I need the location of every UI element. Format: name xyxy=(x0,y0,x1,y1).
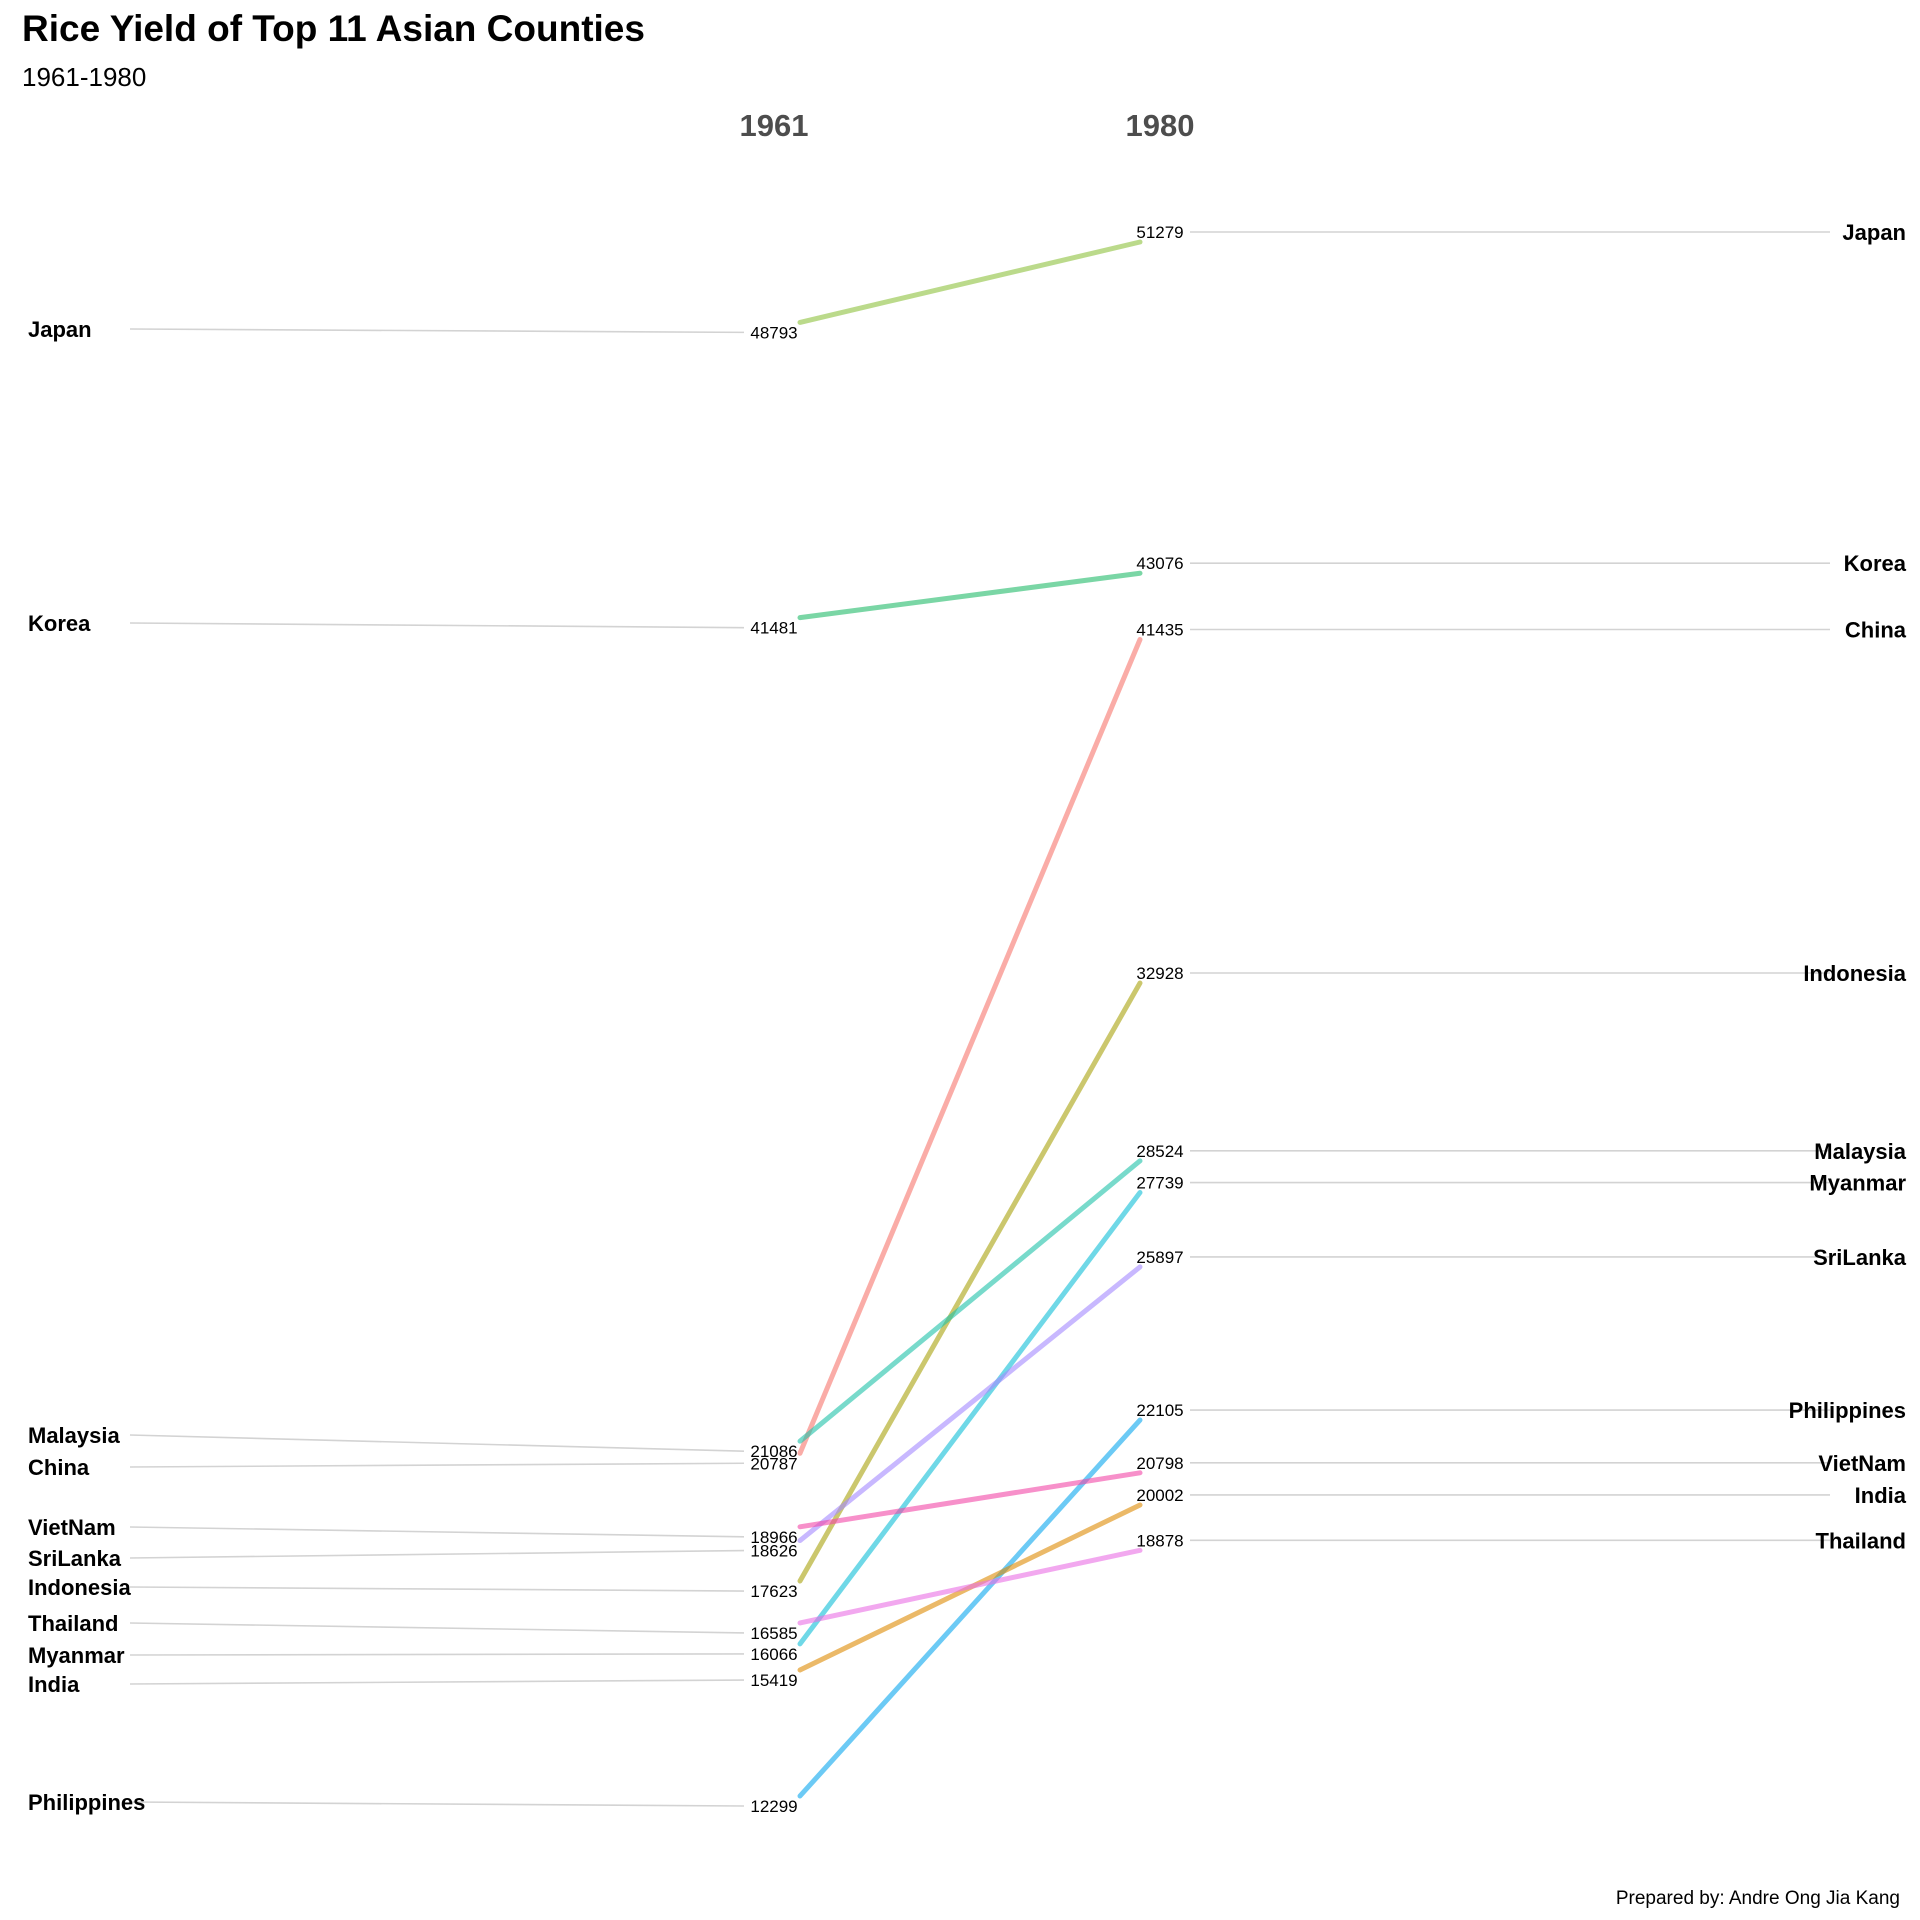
value-label-1980-korea: 43076 xyxy=(1136,554,1183,573)
guide-line-left-srilanka xyxy=(129,1549,745,1559)
value-label-1980-indonesia: 32928 xyxy=(1136,964,1183,983)
country-label-left-srilanka: SriLanka xyxy=(28,1546,122,1571)
value-label-1961-malaysia: 21086 xyxy=(750,1442,797,1461)
value-label-1980-srilanka: 25897 xyxy=(1136,1248,1183,1267)
slope-line-indonesia xyxy=(797,980,1143,1584)
guide-line-left-indonesia xyxy=(129,1586,745,1592)
value-label-1961-vietnam: 18966 xyxy=(750,1528,797,1547)
value-label-1961-myanmar: 16066 xyxy=(750,1645,797,1664)
country-label-right-myanmar: Myanmar xyxy=(1809,1171,1906,1196)
country-label-left-china: China xyxy=(28,1455,90,1480)
slope-line-china xyxy=(797,636,1143,1456)
value-label-1961-indonesia: 17623 xyxy=(750,1582,797,1601)
value-label-1980-myanmar: 27739 xyxy=(1136,1174,1183,1193)
country-label-left-korea: Korea xyxy=(28,611,91,636)
slope-line-japan xyxy=(797,239,1143,325)
guide-line-left-philippines xyxy=(129,1801,745,1807)
guide-line-left-myanmar xyxy=(129,1653,745,1656)
country-label-left-thailand: Thailand xyxy=(28,1611,118,1636)
guide-line-left-thailand xyxy=(129,1622,745,1634)
country-label-right-thailand: Thailand xyxy=(1816,1528,1906,1553)
slope-line-vietnam xyxy=(797,1470,1143,1530)
value-label-1961-japan: 48793 xyxy=(750,323,797,342)
country-label-left-philippines: Philippines xyxy=(28,1790,145,1815)
slope-lines xyxy=(797,239,1143,1799)
chart-title: Rice Yield of Top 11 Asian Counties xyxy=(22,8,645,49)
chart-subtitle: 1961-1980 xyxy=(22,62,147,92)
guide-line-left-vietnam xyxy=(129,1526,745,1538)
caption: Prepared by: Andre Ong Jia Kang xyxy=(1615,1888,1900,1909)
guide-line-left-india xyxy=(129,1679,745,1685)
guide-line-left-malaysia xyxy=(129,1434,745,1452)
country-label-left-myanmar: Myanmar xyxy=(28,1643,125,1668)
country-label-right-philippines: Philippines xyxy=(1789,1398,1906,1423)
slope-line-thailand xyxy=(797,1547,1143,1626)
value-label-1980-vietnam: 20798 xyxy=(1136,1454,1183,1473)
slope-line-malaysia xyxy=(797,1158,1143,1444)
value-label-1980-philippines: 22105 xyxy=(1136,1401,1183,1420)
value-label-1980-japan: 51279 xyxy=(1136,223,1183,242)
value-label-1980-malaysia: 28524 xyxy=(1136,1142,1183,1161)
country-label-right-vietnam: VietNam xyxy=(1818,1451,1906,1476)
slope-line-srilanka xyxy=(797,1264,1143,1544)
country-label-left-indonesia: Indonesia xyxy=(28,1575,131,1600)
value-label-1961-korea: 41481 xyxy=(750,619,797,638)
year-label-1980: 1980 xyxy=(1126,108,1195,143)
country-label-right-indonesia: Indonesia xyxy=(1803,961,1906,986)
country-label-right-srilanka: SriLanka xyxy=(1813,1245,1907,1270)
guide-line-left-korea xyxy=(129,622,745,629)
country-label-right-india: India xyxy=(1855,1483,1907,1508)
value-label-1980-thailand: 18878 xyxy=(1136,1531,1183,1550)
country-label-right-china: China xyxy=(1845,617,1907,642)
value-label-1961-srilanka: 18626 xyxy=(750,1542,797,1561)
value-label-1980-china: 41435 xyxy=(1136,620,1183,639)
slope-line-korea xyxy=(797,570,1143,621)
guide-line-left-japan xyxy=(129,328,745,334)
country-label-left-vietnam: VietNam xyxy=(28,1515,116,1540)
value-label-1961-china: 20787 xyxy=(750,1454,797,1473)
slope-line-philippines xyxy=(797,1417,1143,1799)
slope-line-myanmar xyxy=(797,1190,1143,1647)
country-label-right-japan: Japan xyxy=(1842,220,1906,245)
value-label-1961-india: 15419 xyxy=(750,1671,797,1690)
country-label-left-japan: Japan xyxy=(28,317,92,342)
guide-line-left-china xyxy=(129,1462,745,1468)
value-label-1961-thailand: 16585 xyxy=(750,1624,797,1643)
value-label-1961-philippines: 12299 xyxy=(750,1797,797,1816)
year-label-1961: 1961 xyxy=(740,108,809,143)
labels: 1961 1980 Japan Japan 48793 51279 Korea Korea 41… xyxy=(28,108,1907,1816)
value-label-1980-india: 20002 xyxy=(1136,1486,1183,1505)
country-label-right-korea: Korea xyxy=(1844,551,1907,576)
country-label-left-india: India xyxy=(28,1672,80,1697)
guide-lines xyxy=(129,231,1830,1807)
country-label-right-malaysia: Malaysia xyxy=(1814,1139,1906,1164)
country-label-left-malaysia: Malaysia xyxy=(28,1423,120,1448)
